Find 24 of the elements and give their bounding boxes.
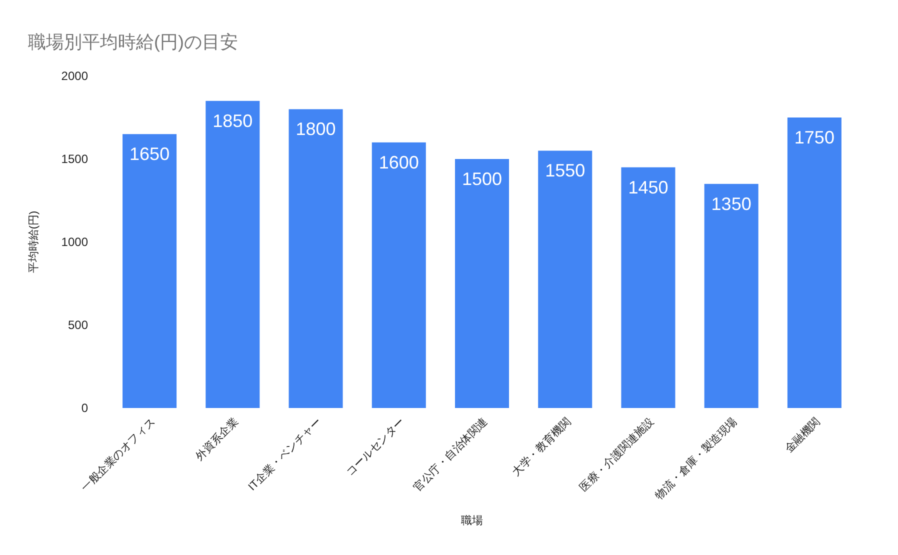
data-label: 1850 <box>212 110 253 131</box>
x-tick-label: IT企業・ベンチャー <box>246 416 324 494</box>
y-axis-title: 平均時給(円) <box>27 210 40 274</box>
data-label: 1800 <box>296 119 336 140</box>
x-tick-label: 官公庁・自治体関連 <box>410 414 490 494</box>
x-tick-label: 金融機関 <box>782 416 823 456</box>
y-tick-label: 500 <box>68 318 88 332</box>
data-label: 1500 <box>462 169 502 189</box>
x-tick-label: 大学・教育機関 <box>510 414 574 479</box>
data-label: 1450 <box>628 177 668 198</box>
y-tick-label: 0 <box>81 401 88 415</box>
data-label: 1350 <box>711 194 752 214</box>
data-label: 1550 <box>545 160 586 181</box>
y-tick-label: 2000 <box>61 69 88 83</box>
data-label: 1650 <box>130 144 170 164</box>
data-label: 1600 <box>378 152 419 172</box>
title: 職場別平均時給(円)の目安 <box>28 32 238 52</box>
y-tick-label: 1000 <box>61 235 88 249</box>
x-tick-label: 一般企業のオフィス <box>79 416 158 494</box>
x-tick-label: コールセンター <box>344 416 408 479</box>
data-label: 1750 <box>794 128 834 148</box>
x-axis-title: 職場 <box>461 514 483 527</box>
x-tick-label: 外資系企業 <box>192 414 241 464</box>
y-tick-label: 1500 <box>61 152 88 166</box>
